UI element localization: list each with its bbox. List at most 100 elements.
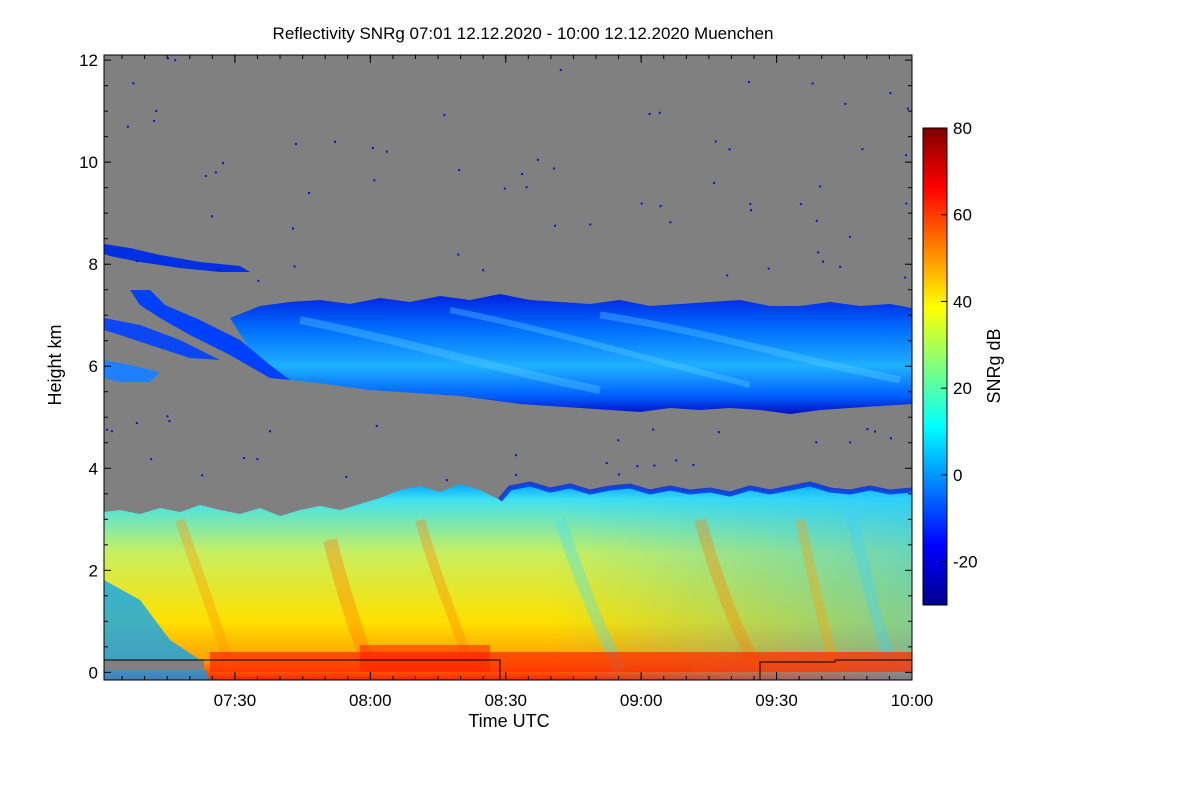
noise-speck xyxy=(256,458,259,461)
upper-cloud-layer xyxy=(230,294,912,414)
noise-speck xyxy=(150,458,153,461)
noise-speck xyxy=(749,203,752,206)
noise-speck xyxy=(905,202,908,205)
noise-speck xyxy=(521,173,524,176)
upper-left-top-band xyxy=(104,244,250,272)
noise-speck xyxy=(692,463,695,466)
noise-speck xyxy=(728,148,731,151)
noise-speck xyxy=(726,274,729,277)
noise-speck xyxy=(618,473,621,476)
upper-left-streak-b xyxy=(104,318,220,360)
noise-speck xyxy=(844,102,847,105)
noise-specks xyxy=(106,57,909,482)
noise-speck xyxy=(525,186,528,189)
noise-speck xyxy=(874,430,876,433)
y-tick-label: 2 xyxy=(89,561,98,580)
colorbar-tick-label: 40 xyxy=(953,292,972,311)
upper-left-blob xyxy=(104,360,160,382)
x-tick-label: 08:30 xyxy=(484,691,527,710)
lower-layer-tint xyxy=(104,490,912,680)
noise-speck xyxy=(748,80,750,83)
noise-speck xyxy=(375,424,378,427)
noise-speck xyxy=(211,215,214,218)
noise-speck xyxy=(822,260,824,263)
y-axis-label: Height km xyxy=(45,324,65,405)
y-tick-label: 4 xyxy=(89,459,98,478)
noise-speck xyxy=(658,111,661,114)
noise-speck xyxy=(799,203,802,206)
noise-speck xyxy=(295,143,298,145)
x-tick-label: 10:00 xyxy=(891,691,934,710)
noise-speck xyxy=(222,162,224,165)
noise-speck xyxy=(554,224,557,227)
plot-frame xyxy=(103,54,913,681)
noise-speck xyxy=(515,454,517,457)
colorbar-tick-label: 80 xyxy=(953,119,972,138)
noise-speck xyxy=(168,420,171,423)
noise-speck xyxy=(659,205,662,208)
colorbar-tick-label: -20 xyxy=(953,553,978,572)
y-tick-label: 10 xyxy=(79,153,98,172)
noise-speck xyxy=(559,69,562,71)
noise-speck xyxy=(849,441,852,444)
x-axis-label: Time UTC xyxy=(468,711,549,731)
noise-speck xyxy=(201,474,204,477)
y-tick-label: 6 xyxy=(89,357,98,376)
noise-speck xyxy=(458,169,461,171)
noise-speck xyxy=(216,269,219,271)
noise-speck xyxy=(767,267,770,270)
noise-speck xyxy=(445,479,448,482)
noise-speck xyxy=(167,57,170,60)
noise-speck xyxy=(890,437,892,440)
noise-speck xyxy=(717,431,720,434)
colorbar-label: SNRg dB xyxy=(984,328,1004,403)
noise-speck xyxy=(106,428,108,431)
upper-left-streak-a xyxy=(130,290,290,380)
noise-speck xyxy=(166,415,169,418)
x-tick-label: 09:30 xyxy=(755,691,798,710)
y-tick-label: 12 xyxy=(79,51,98,70)
noise-speck xyxy=(345,475,348,478)
colorbar-ticks: -20 0 20 40 60 80 xyxy=(941,119,978,572)
noise-speck xyxy=(714,140,717,143)
noise-speck xyxy=(617,439,620,442)
noise-speck xyxy=(135,260,138,263)
noise-speck xyxy=(713,181,716,184)
noise-speck xyxy=(155,109,158,112)
low-left-gap xyxy=(104,660,204,670)
noise-speck xyxy=(815,219,818,222)
noise-speck xyxy=(848,235,851,238)
noise-speck xyxy=(811,82,814,85)
noise-speck xyxy=(839,265,842,268)
noise-speck xyxy=(307,192,310,194)
noise-speck xyxy=(132,82,135,85)
colorbar-tick-label: 60 xyxy=(953,206,972,225)
noise-speck xyxy=(153,119,156,122)
noise-speck xyxy=(174,59,177,62)
noise-speck xyxy=(457,253,460,256)
noise-speck xyxy=(819,185,822,188)
noise-speck xyxy=(293,265,296,268)
noise-speck xyxy=(214,171,217,174)
reflectivity-field xyxy=(104,244,912,680)
noise-speck xyxy=(640,202,643,205)
noise-speck xyxy=(443,114,446,117)
noise-speck xyxy=(636,465,639,468)
chart-title: Reflectivity SNRg 07:01 12.12.2020 - 10:… xyxy=(273,24,774,43)
noise-speck xyxy=(536,158,539,161)
noise-speck xyxy=(861,148,864,151)
noise-speck xyxy=(204,175,207,177)
noise-speck xyxy=(292,227,294,230)
noise-speck xyxy=(648,112,651,115)
colorbar xyxy=(922,127,948,606)
lower-layer-edge xyxy=(498,481,912,502)
x-tick-label: 07:30 xyxy=(214,691,257,710)
noise-speck xyxy=(553,167,556,170)
noise-speck xyxy=(669,221,672,224)
noise-speck xyxy=(905,154,908,157)
noise-speck xyxy=(126,125,129,128)
noise-speck xyxy=(906,107,909,110)
y-axis: 0 2 4 6 8 10 12 xyxy=(79,51,912,682)
noise-speck xyxy=(675,459,678,462)
